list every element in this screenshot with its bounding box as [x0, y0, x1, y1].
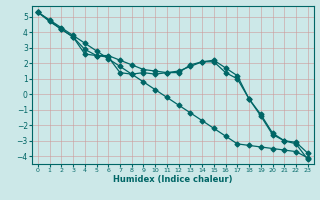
- X-axis label: Humidex (Indice chaleur): Humidex (Indice chaleur): [113, 175, 233, 184]
